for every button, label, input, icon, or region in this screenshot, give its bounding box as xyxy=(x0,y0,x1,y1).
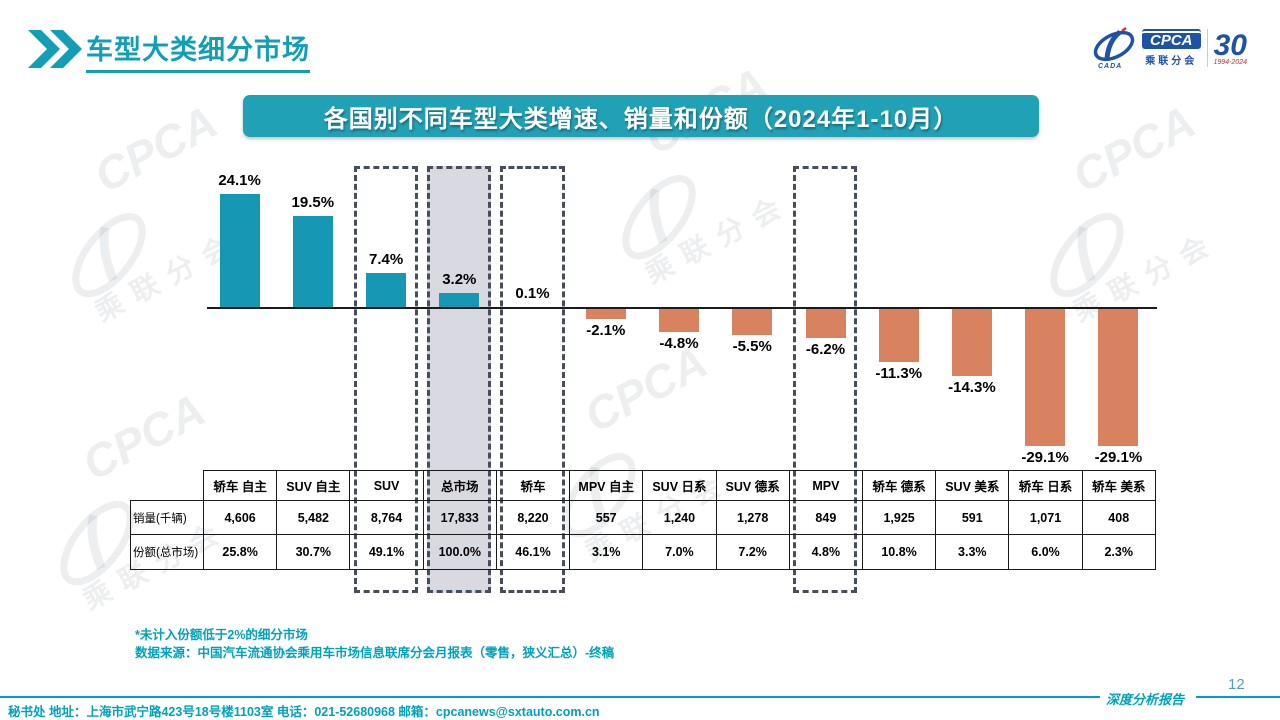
double-chevron-icon xyxy=(28,30,82,68)
bar-轿车 德系 xyxy=(878,309,919,362)
bar-value-label: -4.8% xyxy=(659,335,699,352)
column-header-SUV 德系: SUV 德系 xyxy=(715,470,790,501)
table-cell-sales: 849 xyxy=(788,500,863,535)
table-cell-share: 7.0% xyxy=(642,534,717,570)
table-cell-sales: 1,071 xyxy=(1008,500,1083,535)
bar-MPV xyxy=(805,309,846,338)
table-cell-share: 3.3% xyxy=(935,534,1010,570)
zero-axis-line xyxy=(207,307,1157,309)
svg-text:乘联分会: 乘联分会 xyxy=(1068,225,1224,327)
contact-info: 秘书处 地址：上海市武宁路423号18号楼1103室 电话：021-526809… xyxy=(8,705,600,719)
table-cell-share: 7.2% xyxy=(715,534,790,570)
bar-SUV xyxy=(366,273,407,308)
table-cell-sales: 408 xyxy=(1081,500,1156,535)
bar-value-label: -14.3% xyxy=(948,379,996,396)
bar-轿车 日系 xyxy=(1025,309,1066,446)
bar-总市场 xyxy=(439,293,480,308)
bar-value-label: -11.3% xyxy=(875,365,923,382)
row-header-sales: 销量(千辆) xyxy=(130,500,204,535)
column-header-总市场: 总市场 xyxy=(422,470,497,501)
cpca-watermark: CPCA 乘联分会 xyxy=(562,38,847,300)
bar-SUV 自主 xyxy=(292,216,333,308)
bar-SUV 美系 xyxy=(951,309,992,376)
svg-text:CPCA: CPCA xyxy=(86,95,225,202)
bar-value-label: 19.5% xyxy=(291,194,335,211)
table-cell-share: 2.3% xyxy=(1081,534,1156,570)
column-header-轿车 自主: 轿车 自主 xyxy=(202,470,278,501)
bar-MPV 自主 xyxy=(585,309,626,319)
footnote-source: 数据来源：中国汽车流通协会乘用车市场信息联席分会月报表（零售，狭义汇总）-终稿 xyxy=(135,646,615,661)
table-cell-sales: 557 xyxy=(569,500,644,535)
cpca-logo: CADA CPCA 乘联分会 30 1994-2024 xyxy=(1092,22,1262,74)
anniversary-number: 30 xyxy=(1213,28,1247,62)
table-cell-share: 100.0% xyxy=(422,534,497,570)
data-table: 轿车 自主 SUV 自主 SUV 总市场 轿车 MPV 自主 SUV 日系 SUV 德系 MPV… xyxy=(130,470,1156,570)
bar-value-label: 24.1% xyxy=(218,172,261,189)
cpca-text: CPCA xyxy=(1142,28,1201,52)
bar-value-label: -29.1% xyxy=(1094,449,1143,466)
table-cell-sales: 1,278 xyxy=(715,500,790,535)
column-header-轿车 德系: 轿车 德系 xyxy=(861,470,937,501)
column-header-SUV: SUV xyxy=(349,470,424,501)
table-cell-sales: 4,606 xyxy=(202,500,278,535)
footnote-exclusion: *未计入份额低于2%的细分市场 xyxy=(135,628,308,642)
bar-轿车 美系 xyxy=(1098,309,1139,446)
table-cell-share: 4.8% xyxy=(788,534,863,570)
bar-轿车 自主 xyxy=(219,194,260,308)
svg-text:乘联分会: 乘联分会 xyxy=(640,187,796,289)
column-header-MPV: MPV xyxy=(788,470,863,501)
bar-value-label: -6.2% xyxy=(805,341,846,358)
table-cell-sales: 591 xyxy=(935,500,1010,535)
column-header-轿车: 轿车 xyxy=(495,470,571,501)
table-cell-sales: 8,764 xyxy=(349,500,424,535)
chart-title-banner: 各国别不同车型大类增速、销量和份额（2024年1-10月） xyxy=(243,95,1039,137)
anniversary-badge: 30 1994-2024 xyxy=(1213,28,1247,66)
footnotes: *未计入份额低于2%的细分市场 数据来源：中国汽车流通协会乘用车市场信息联席分会… xyxy=(135,626,614,662)
table-cell-sales: 17,833 xyxy=(422,500,497,535)
table-cell-share: 25.8% xyxy=(202,534,278,570)
cpca-wordmark: CPCA 乘联分会 xyxy=(1142,28,1201,68)
bar-value-label: 7.4% xyxy=(368,251,404,268)
svg-text:CPCA: CPCA xyxy=(576,335,715,442)
bar-SUV 日系 xyxy=(659,309,699,332)
svg-text:乘联分会: 乘联分会 xyxy=(90,225,246,327)
cpca-swoosh-icon: CADA xyxy=(1093,27,1135,70)
table-cell-share: 49.1% xyxy=(349,534,424,570)
page-number: 12 xyxy=(1228,676,1245,693)
column-header-SUV 日系: SUV 日系 xyxy=(642,470,717,501)
cpca-subtext: 乘联分会 xyxy=(1145,56,1198,68)
bar-value-label: 0.1% xyxy=(515,285,550,302)
bar-轿车 xyxy=(512,307,553,308)
logo-divider xyxy=(1206,29,1208,67)
column-header-MPV 自主: MPV 自主 xyxy=(569,470,644,501)
bar-value-label: 3.2% xyxy=(442,271,477,288)
bar-value-label: -2.1% xyxy=(586,322,626,339)
svg-text:CPCA: CPCA xyxy=(1064,95,1203,202)
row-header-share: 份额(总市场) xyxy=(130,534,204,570)
table-cell-share: 30.7% xyxy=(276,534,351,570)
report-type-label: 深度分析报告 xyxy=(1106,692,1185,707)
column-header-SUV 自主: SUV 自主 xyxy=(276,470,351,501)
table-cell-sales: 8,220 xyxy=(495,500,571,535)
bar-value-label: -5.5% xyxy=(732,338,772,355)
table-cell-sales: 5,482 xyxy=(276,500,351,535)
table-cell-share: 10.8% xyxy=(861,534,937,570)
table-cell-share: 6.0% xyxy=(1008,534,1083,570)
column-header-轿车 日系: 轿车 日系 xyxy=(1008,470,1083,501)
footer-rule-left xyxy=(0,696,1100,698)
bar-SUV 德系 xyxy=(732,309,773,335)
table-cell-sales: 1,925 xyxy=(861,500,937,535)
page-title: 车型大类细分市场 xyxy=(86,28,310,73)
footer-rule-right xyxy=(1196,696,1280,698)
column-header-轿车 美系: 轿车 美系 xyxy=(1081,470,1156,501)
svg-text:CADA: CADA xyxy=(1098,63,1122,70)
table-cell-share: 3.1% xyxy=(569,534,644,570)
bar-value-label: -29.1% xyxy=(1021,449,1069,466)
table-cell-share: 46.1% xyxy=(495,534,571,570)
table-corner-cell xyxy=(130,470,204,501)
anniversary-years: 1994-2024 xyxy=(1213,58,1247,66)
table-cell-sales: 1,240 xyxy=(642,500,717,535)
column-header-SUV 美系: SUV 美系 xyxy=(935,470,1010,501)
